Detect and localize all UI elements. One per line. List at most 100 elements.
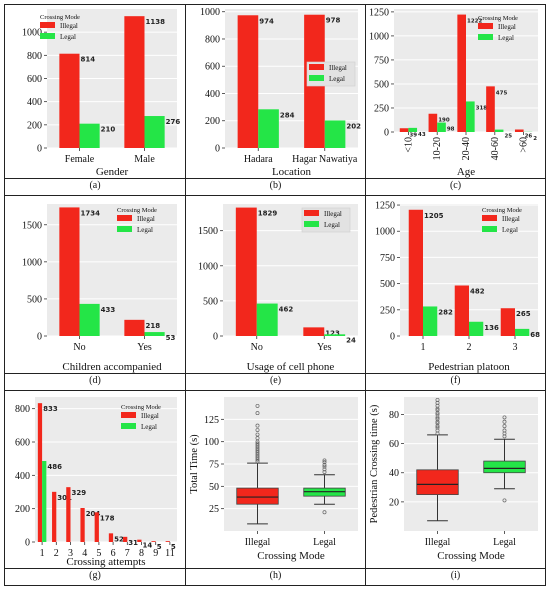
legend-swatch-illegal [309, 64, 324, 70]
legend-title: Crossing Mode [117, 207, 157, 214]
bar-illegal [66, 487, 71, 542]
y-tick-label: 1000 [198, 261, 218, 272]
bar-legal [144, 116, 165, 148]
panel-h: 25 50 75 100 125 Illegal Legal Crossing Mode Tot… [186, 391, 365, 585]
caption-a: (a) [89, 180, 101, 191]
x-tick-label: Illegal [425, 537, 451, 548]
legend-swatch-illegal [121, 412, 136, 418]
legend-label: Legal [502, 226, 518, 234]
outlier-point [255, 439, 260, 444]
data-label: 178 [100, 514, 115, 522]
bar-legal [515, 328, 530, 336]
data-label: 482 [470, 288, 485, 296]
bar-illegal [500, 308, 515, 336]
outlier-point [435, 397, 440, 402]
data-label: 24 [346, 336, 356, 344]
legend-label: Legal [329, 75, 345, 83]
y-tick-label: 80 [389, 410, 399, 421]
bar-illegal [123, 536, 128, 542]
outlier-point [435, 425, 440, 430]
y-tick-label: 100 [204, 437, 219, 448]
y-tick-label: 800 [27, 51, 42, 62]
data-label: 218 [146, 322, 161, 330]
y-tick-label: 0 [390, 332, 395, 343]
x-axis-label: Crossing attempts [66, 556, 145, 568]
bar-illegal [59, 207, 80, 336]
data-label: 5 [171, 543, 176, 551]
y-tick-label: 1500 [22, 220, 42, 231]
data-label: 1829 [258, 210, 278, 218]
outlier-point [435, 408, 440, 413]
x-tick-label: Legal [313, 537, 336, 548]
grid-border-left [4, 4, 5, 586]
data-label: 136 [484, 324, 499, 332]
legend-swatch-illegal [304, 210, 319, 216]
bar-illegal [235, 207, 257, 336]
legend-label: Legal [498, 34, 514, 42]
chart-a: 0 200 400 600 800 1000 814 210 Female 1138 276 Male… [22, 9, 181, 178]
legend-swatch-legal [482, 226, 497, 232]
y-tick-label: 0 [215, 144, 220, 155]
outlier-point [502, 415, 507, 420]
y-tick-label: 500 [27, 294, 42, 305]
y-tick-label: 600 [15, 438, 30, 449]
y-tick-label: 0 [25, 538, 30, 549]
data-label: 1138 [146, 18, 166, 26]
y-tick-label: 200 [27, 120, 42, 131]
y-tick-label: 25 [209, 504, 219, 515]
data-label: 98 [447, 127, 455, 133]
outlier-point [322, 458, 327, 463]
bar-illegal [59, 53, 80, 148]
outlier-point [255, 446, 260, 451]
data-label: 68 [530, 331, 540, 339]
y-tick-label: 500 [380, 279, 395, 290]
x-tick-label: 4 [82, 548, 87, 559]
y-tick-label: 60 [389, 439, 399, 450]
legend-label: Legal [141, 423, 157, 431]
y-tick-label: 0 [37, 144, 42, 155]
grid-border-col1 [185, 4, 186, 586]
data-label: 329 [72, 489, 87, 497]
grid-border-bottom [4, 585, 546, 586]
data-label: 282 [438, 308, 453, 316]
data-label: 814 [81, 56, 96, 64]
caption-e: (e) [269, 375, 282, 386]
y-tick-label: 1000 [369, 31, 389, 42]
bar-illegal [124, 16, 145, 148]
outlier-point [502, 498, 507, 503]
x-tick-label: >60 [519, 137, 530, 153]
y-axis-label: Pedestrian Crossing time (s) [369, 404, 380, 523]
outlier-point [322, 464, 327, 469]
legend-title: Crossing Mode [478, 15, 518, 22]
bar-illegal [486, 86, 495, 132]
panel-b: 0 200 400 600 800 1000 974 284 Hadara 978 202 Hagar… [186, 5, 365, 195]
x-tick-label: Hagar Nawatiya [292, 154, 358, 165]
y-tick-label: 500 [374, 79, 389, 90]
legend-swatch-illegal [478, 23, 493, 29]
x-tick-label: Hadara [244, 154, 273, 165]
data-label: 26 [525, 134, 533, 140]
y-tick-label: 50 [209, 482, 219, 493]
x-tick-label: Yes [317, 342, 332, 353]
y-tick-label: 400 [27, 97, 42, 108]
panel-i: 20 40 60 80 Illegal Legal Crossing Mode Pedestr… [366, 391, 545, 585]
y-tick-label: 1250 [369, 7, 389, 18]
bar-legal [79, 303, 100, 336]
x-axis-label: Age [457, 166, 475, 178]
legend-swatch-legal [117, 226, 132, 232]
outlier-point [255, 452, 260, 457]
data-label: 123 [325, 329, 340, 337]
legend-swatch-legal [309, 75, 324, 81]
outlier-point [255, 436, 260, 441]
x-axis-label: Pedestrian platoon [428, 361, 510, 373]
outlier-point [502, 419, 507, 424]
caption-divider-row3 [4, 568, 546, 569]
x-axis-label: Crossing Mode [257, 550, 325, 562]
data-label: 1222 [467, 19, 482, 25]
caption-b: (b) [269, 180, 282, 191]
bar-illegal [454, 285, 469, 336]
legend-title: Crossing Mode [121, 404, 161, 411]
legend-swatch-legal [121, 423, 136, 429]
data-label: 276 [166, 118, 181, 126]
bar-illegal [108, 533, 114, 542]
